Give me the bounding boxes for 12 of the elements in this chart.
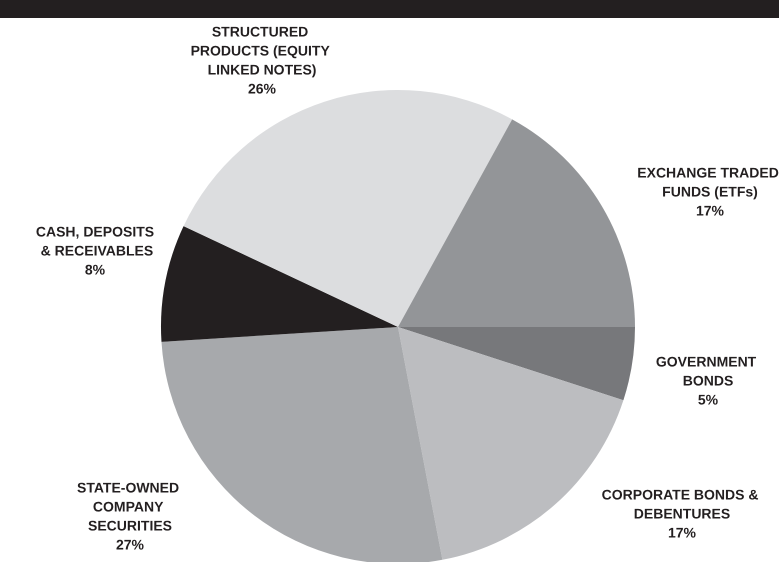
data-label: 26% xyxy=(248,80,277,96)
slice-label: STATE-OWNED COMPANY SECURITIES xyxy=(76,480,184,534)
data-label: 5% xyxy=(698,392,719,408)
slice-label: CASH, DEPOSITS & RECEIVABLES xyxy=(36,224,154,258)
slice-label: CORPORATE BONDS & DEBENTURES xyxy=(602,486,762,522)
data-label: 17% xyxy=(696,202,725,218)
data-label: 27% xyxy=(116,536,145,552)
slice-label: EXCHANGE TRADED FUNDS (ETFs) xyxy=(637,164,779,200)
slice-label: STRUCTURED PRODUCTS (EQUITY LINKED NOTES) xyxy=(190,24,334,78)
data-label: 17% xyxy=(668,524,697,540)
data-label: 8% xyxy=(84,262,106,278)
slice-label: GOVERNMENT BONDS xyxy=(656,354,760,388)
